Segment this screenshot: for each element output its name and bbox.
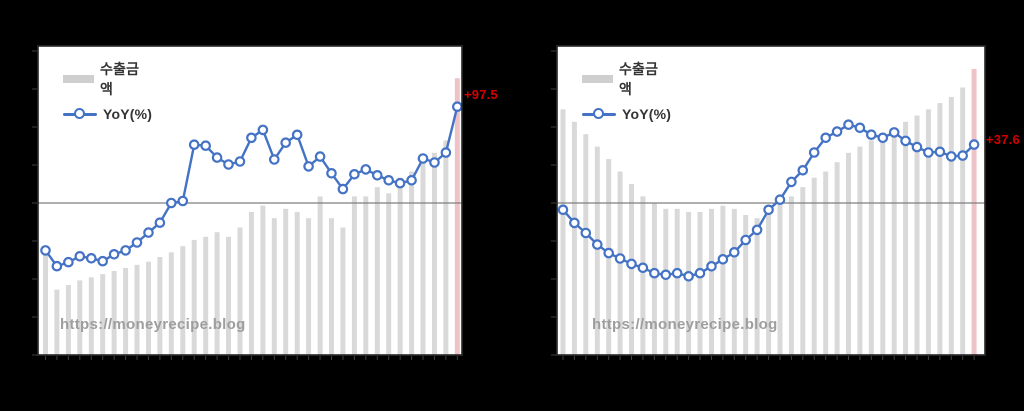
chart-canvas-right [551,44,987,360]
bars-export-amount [43,78,460,356]
legend-left: 수출금액 YoY(%) [63,59,152,122]
chart-canvas-left [32,44,464,360]
legend-item-yoy: YoY(%) [582,106,671,122]
legend-item-export-amount: 수출금액 [63,59,152,99]
bars-export-amount [560,68,977,356]
legend-label-export-amount: 수출금액 [618,61,659,97]
yoy-last-value-label-left: +97.5 [464,87,498,102]
legend-item-export-amount: 수출금액 [582,59,671,99]
yoy-last-value-label-right: +37.6 [986,132,1020,147]
line-series-swatch [582,108,616,120]
watermark-right: https://moneyrecipe.blog [592,316,778,333]
legend-right: 수출금액 YoY(%) [582,59,671,122]
bar-series-swatch [63,75,94,83]
legend-label-yoy: YoY(%) [622,106,672,122]
yoy-markers [40,101,463,272]
legend-label-export-amount: 수출금액 [99,61,140,97]
bar-series-swatch [582,75,613,83]
panel-border [555,44,987,357]
watermark-left: https://moneyrecipe.blog [60,316,246,333]
line-series-swatch [63,108,97,120]
legend-label-yoy: YoY(%) [103,106,153,122]
axis-ticks [551,50,975,360]
legend-item-yoy: YoY(%) [63,106,152,122]
yoy-markers [557,119,980,282]
panel-border [36,44,464,357]
axis-ticks [32,50,458,360]
